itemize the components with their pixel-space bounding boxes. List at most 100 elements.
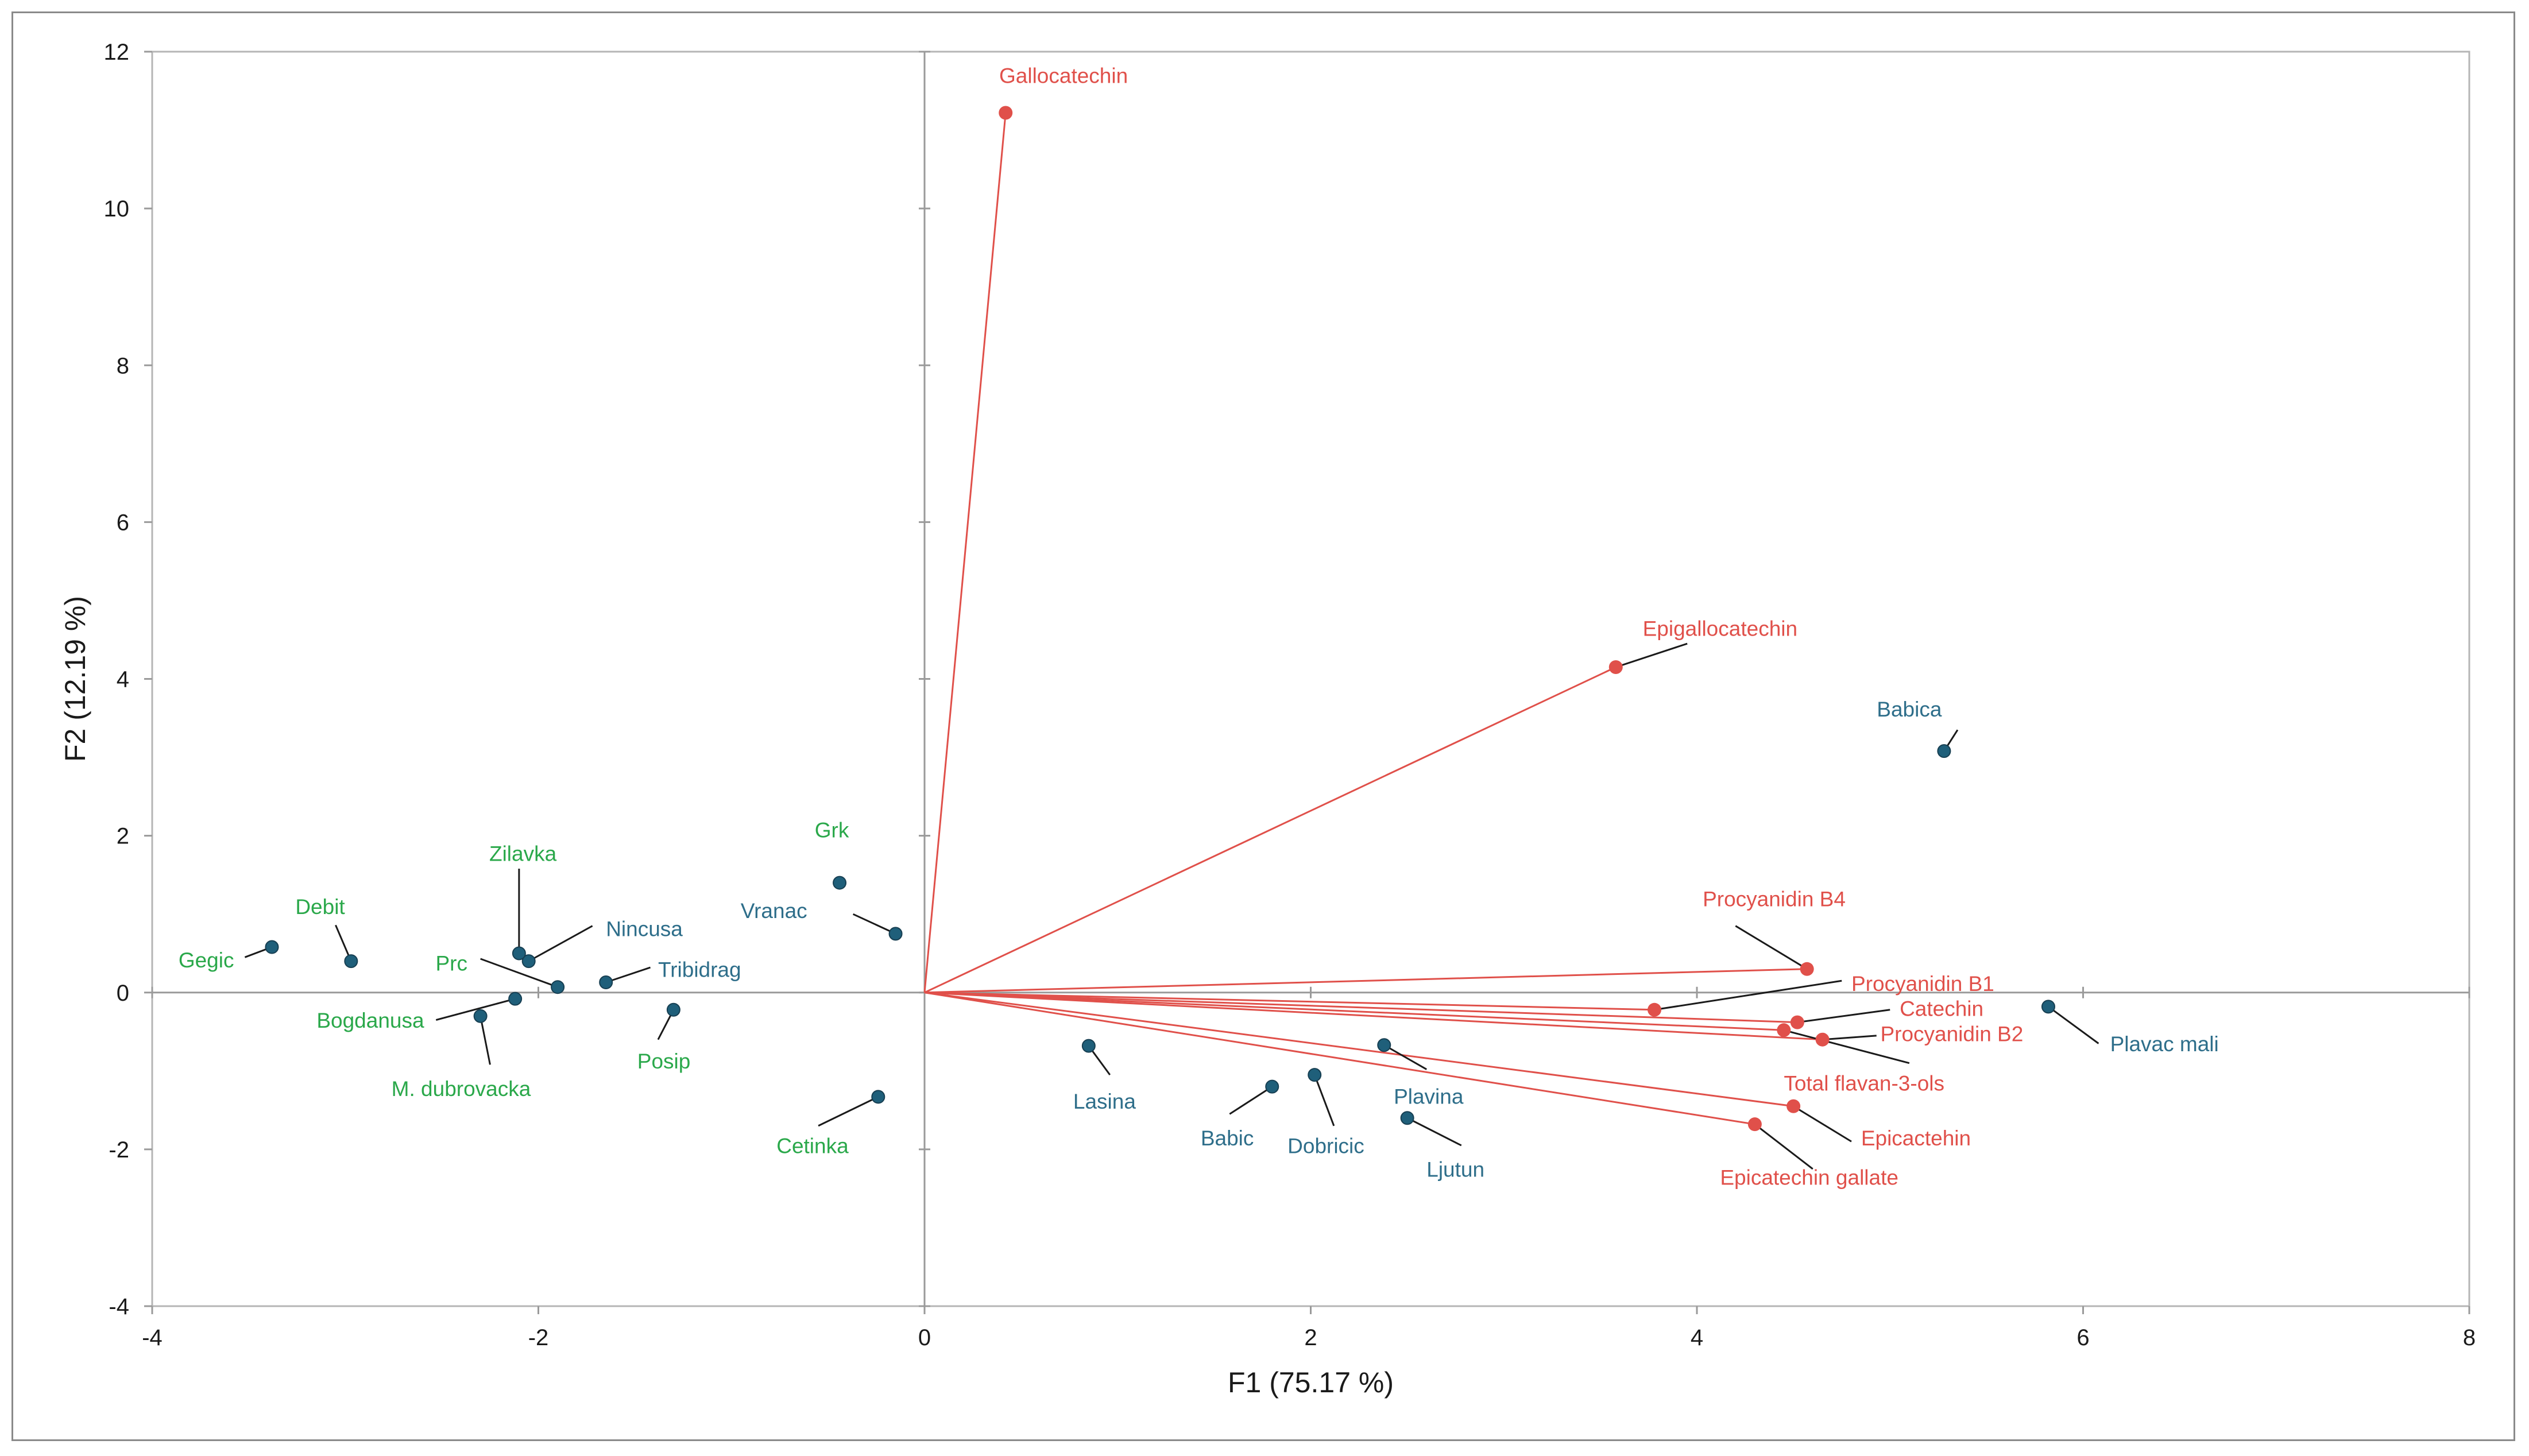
observation-label: Posip [637,1050,691,1073]
observation-point [473,1009,488,1023]
observation-leader [1383,1044,1427,1070]
observation-label: Plavina [1394,1085,1464,1109]
observation-label: Cetinka [776,1134,849,1158]
variable-leader [1797,1009,1890,1024]
variable-point [1608,660,1623,675]
x-tick-label: 6 [2076,1325,2089,1350]
observation-label: Lasina [1073,1090,1136,1113]
observation-leader [605,966,651,983]
variable-leader [1754,1123,1813,1170]
variable-label: Catechin [1900,997,1983,1021]
variable-label: Epicatechin gallate [1720,1165,1898,1189]
observation-leader [2048,1006,2099,1044]
variable-vector [924,992,1797,1024]
variable-vectors [923,113,1823,1125]
observation-label: Debit [295,895,345,919]
observation-point [551,980,565,994]
x-tick-label: -2 [528,1325,549,1350]
chart-frame [11,11,2515,1441]
x-tick-label: 4 [1691,1325,1703,1350]
observation-label: Ljutun [1426,1158,1484,1182]
variable-leader [1654,979,1842,1011]
variable-point [1786,1099,1801,1113]
observation-point [871,1090,885,1104]
observation-point [2041,1000,2055,1014]
variable-point [999,106,1013,120]
observation-label: Bogdanusa [316,1009,424,1032]
variable-leader [1822,1035,1877,1041]
axes-layer: -4 -2 0 2 4 6 8 -4 -2 0 2 4 6 8 10 12 [104,40,2476,1350]
observation-leader [1313,1074,1335,1126]
variable-label: Procyanidin B2 [1880,1022,2023,1045]
observation-label: M. dubrovacka [392,1077,531,1101]
observation-leader [528,925,593,962]
variable-leader [1615,642,1688,668]
y-tick-label: 0 [117,981,129,1006]
observation-point [1081,1039,1096,1053]
observation-label: Babica [1877,698,1942,721]
variable-point [1648,1002,1662,1017]
observation-point [508,992,523,1006]
variable-label: Gallocatechin [999,64,1128,88]
y-tick-label: 4 [117,667,129,692]
variable-point [1800,962,1814,976]
variable-vector [924,968,1807,994]
variable-vector [924,992,1784,1031]
observation-label: Babic [1201,1126,1254,1150]
observation-label: Nincusa [606,917,683,940]
observation-point [265,940,279,954]
observation-point [521,954,536,969]
x-tick-label: -4 [142,1325,163,1350]
y-tick-label: 12 [104,40,130,65]
observation-label: Dobricic [1287,1134,1364,1158]
y-axis-title: F2 (12.19 %) [59,596,91,762]
label-leaders [244,642,2099,1170]
variable-vector [923,113,1007,993]
observation-label: Prc [435,952,467,975]
x-axis-title: F1 (75.17 %) [1228,1366,1394,1399]
variable-vector [924,666,1617,994]
observation-label: Tribidrag [658,958,741,981]
variable-leader [1793,1105,1852,1143]
observation-leader [480,958,558,988]
x-tick-label: 0 [918,1325,931,1350]
observation-label: Plavac mali [2110,1032,2219,1056]
point-labels: Gallocatechin Epigallocatechin Procyanidin… [179,64,2219,1190]
observation-point [1937,744,1951,758]
observation-point [833,876,847,890]
plot-area [151,51,2470,1307]
variable-leader [1735,925,1808,970]
observation-leader [435,998,516,1021]
observation-label: Gegic [179,948,234,972]
observation-point [1400,1111,1414,1125]
variable-label: Procyanidin B1 [1851,972,1994,996]
y-tick-label: 10 [104,196,130,222]
x-tick-label: 8 [2463,1325,2476,1350]
y-tick-label: 2 [117,824,129,849]
observation-point [888,927,903,941]
observation-leader [852,913,896,935]
observation-label: Vranac [741,899,807,923]
observation-label: Grk [815,818,849,842]
observation-point [599,975,613,989]
observation-point [512,946,526,961]
variable-leader [1783,1029,1910,1064]
y-tick-label: 8 [117,353,129,378]
variable-point [1790,1015,1804,1029]
observation-point [1308,1068,1322,1082]
observation-point [666,1002,680,1017]
variable-point [1747,1117,1762,1132]
observation-leader [1406,1117,1462,1147]
variable-label: Epigallocatechin [1643,617,1797,640]
observation-point [1377,1038,1391,1052]
x-tick-label: 2 [1304,1325,1317,1350]
observation-point [344,954,358,969]
observation-point [1265,1079,1279,1094]
variable-point [1777,1023,1791,1037]
variable-label: Total flavan-3-ols [1784,1071,1944,1095]
variable-vector [924,992,1794,1108]
variable-vector [924,992,1823,1041]
observation-leader [818,1096,879,1127]
observation-label: Zilavka [489,842,557,865]
